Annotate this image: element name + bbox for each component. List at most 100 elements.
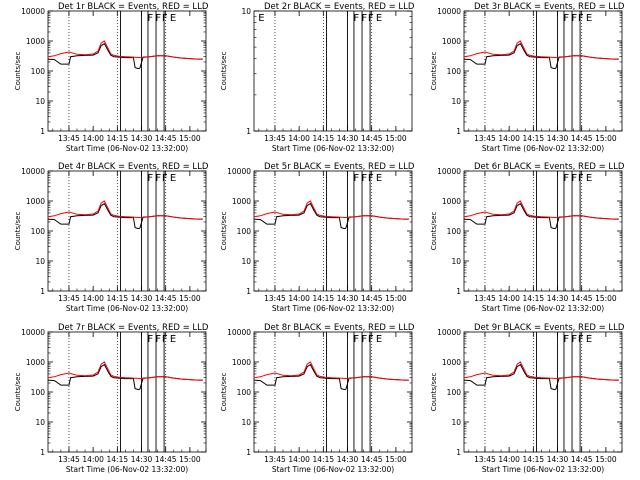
attenuator-label: E xyxy=(586,13,592,24)
y-tick-label: 10000 xyxy=(227,328,251,337)
y-tick-label: 1000 xyxy=(232,358,251,367)
x-axis-label: Start Time (06-Nov-02 13:32:00) xyxy=(66,304,188,313)
x-tick-label: 14:15 xyxy=(313,294,335,303)
events-series-line xyxy=(463,363,619,391)
x-tick-label: 13:45 xyxy=(264,134,286,143)
lld-series-line xyxy=(463,361,619,381)
lld-series-line xyxy=(47,361,203,381)
y-tick-label: 10 xyxy=(35,257,45,266)
events-series-line xyxy=(253,363,409,391)
y-tick-label: 100 xyxy=(237,388,252,397)
x-tick-label: 13:45 xyxy=(58,134,80,143)
x-axis-label: Start Time (06-Nov-02 13:32:00) xyxy=(482,144,604,153)
attenuator-label: E xyxy=(586,173,592,184)
x-tick-label: 14:30 xyxy=(131,294,153,303)
attenuator-label: E xyxy=(376,334,382,345)
attenuator-label: F xyxy=(162,334,168,345)
y-tick-label: 10 xyxy=(35,97,45,106)
chart-title: Det 5r BLACK = Events, RED = LLD xyxy=(264,162,415,172)
y-tick-label: 10000 xyxy=(437,328,461,337)
x-tick-label: 13:45 xyxy=(474,294,496,303)
plot-frame xyxy=(463,10,623,132)
attenuator-label: F xyxy=(361,13,367,24)
x-tick-label: 14:00 xyxy=(288,134,310,143)
x-tick-label: 14:45 xyxy=(361,134,383,143)
attenuator-label: F xyxy=(155,334,161,345)
attenuator-label: F xyxy=(571,334,577,345)
y-tick-label: 10000 xyxy=(21,7,45,16)
attenuator-label: E xyxy=(376,13,382,24)
x-tick-label: 14:00 xyxy=(288,455,310,464)
attenuator-label: E xyxy=(170,173,176,184)
y-axis-label: Counts/sec xyxy=(220,373,228,412)
lld-series-line xyxy=(253,200,409,220)
y-tick-label: 10000 xyxy=(437,167,461,176)
lld-series-line xyxy=(253,361,409,381)
attenuator-label: F xyxy=(353,334,359,345)
y-tick-label: 1000 xyxy=(442,197,461,206)
y-tick-label: 10000 xyxy=(437,7,461,16)
y-tick-label: 1 xyxy=(40,127,45,136)
y-tick-label: 1000 xyxy=(442,358,461,367)
y-tick-label: 1 xyxy=(456,448,461,457)
lld-series-line xyxy=(463,200,619,220)
attenuator-label: E xyxy=(258,13,264,24)
attenuator-label: F xyxy=(368,334,374,345)
x-tick-label: 15:00 xyxy=(385,294,407,303)
x-axis-label: Start Time (06-Nov-02 13:32:00) xyxy=(272,465,394,474)
plot-frame xyxy=(47,331,207,453)
x-tick-label: 14:30 xyxy=(131,455,153,464)
x-tick-label: 14:00 xyxy=(498,455,520,464)
y-axis-label: Counts/sec xyxy=(430,52,438,91)
x-tick-label: 14:30 xyxy=(547,294,569,303)
x-axis-label: Start Time (06-Nov-02 13:32:00) xyxy=(66,465,188,474)
y-axis-label: Counts/sec xyxy=(220,52,228,91)
attenuator-label: F xyxy=(578,334,584,345)
attenuator-label: F xyxy=(571,173,577,184)
x-tick-label: 13:45 xyxy=(474,134,496,143)
y-tick-label: 100 xyxy=(447,67,462,76)
x-axis-label: Start Time (06-Nov-02 13:32:00) xyxy=(66,144,188,153)
x-tick-label: 14:45 xyxy=(571,294,593,303)
y-tick-label: 1 xyxy=(246,127,251,136)
y-axis-label: Counts/sec xyxy=(430,212,438,251)
x-tick-label: 15:00 xyxy=(179,134,201,143)
chart-title: Det 6r BLACK = Events, RED = LLD xyxy=(474,162,625,172)
chart-title: Det 8r BLACK = Events, RED = LLD xyxy=(264,323,415,333)
chart-title: Det 3r BLACK = Events, RED = LLD xyxy=(474,2,625,12)
y-axis-label: Counts/sec xyxy=(14,212,22,251)
attenuator-label: F xyxy=(147,334,153,345)
plot-frame xyxy=(253,10,413,132)
y-tick-label: 10000 xyxy=(21,328,45,337)
attenuator-label: F xyxy=(368,173,374,184)
plot-frame xyxy=(463,331,623,453)
x-tick-label: 14:30 xyxy=(131,134,153,143)
attenuator-label: F xyxy=(162,13,168,24)
attenuator-label: F xyxy=(578,173,584,184)
attenuator-label: F xyxy=(353,13,359,24)
events-series-line xyxy=(47,42,203,70)
x-tick-label: 14:15 xyxy=(107,455,129,464)
y-tick-label: 100 xyxy=(237,227,252,236)
y-tick-label: 1 xyxy=(40,287,45,296)
x-tick-label: 15:00 xyxy=(179,294,201,303)
x-tick-label: 14:45 xyxy=(155,294,177,303)
x-tick-label: 14:00 xyxy=(498,134,520,143)
x-tick-label: 14:15 xyxy=(313,134,335,143)
attenuator-label: F xyxy=(361,173,367,184)
x-tick-label: 14:15 xyxy=(523,455,545,464)
x-tick-label: 15:00 xyxy=(385,134,407,143)
attenuator-label: F xyxy=(147,13,153,24)
events-series-line xyxy=(47,363,203,391)
plot-frame xyxy=(463,170,623,292)
y-tick-label: 1000 xyxy=(26,358,45,367)
chart-title: Det 2r BLACK = Events, RED = LLD xyxy=(264,2,415,12)
x-axis-label: Start Time (06-Nov-02 13:32:00) xyxy=(272,144,394,153)
chart-title: Det 1r BLACK = Events, RED = LLD xyxy=(58,2,209,12)
x-tick-label: 14:30 xyxy=(547,134,569,143)
